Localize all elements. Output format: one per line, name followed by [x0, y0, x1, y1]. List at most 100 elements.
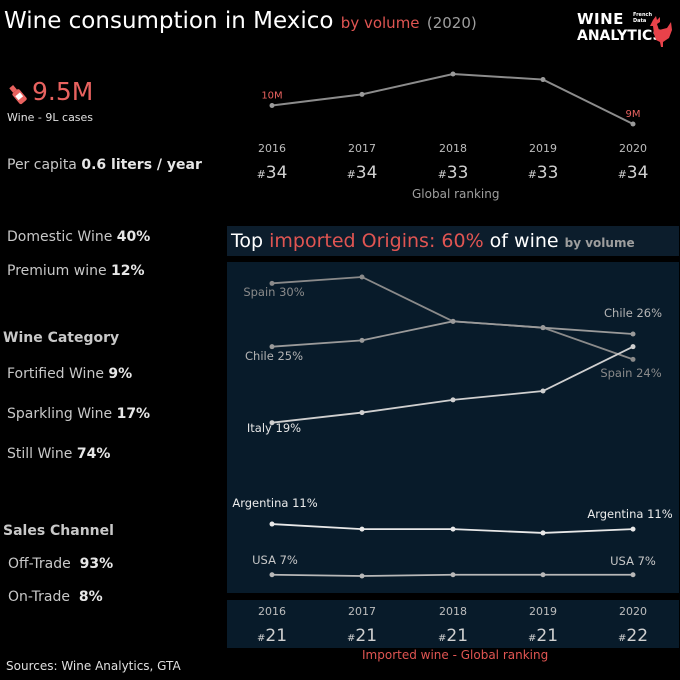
- title-subtitle-year: (2020): [426, 14, 477, 32]
- year-label-2016: 2016: [258, 142, 286, 155]
- imports-banner: [227, 226, 679, 256]
- series-point-usa-2018: [450, 572, 456, 578]
- series-point-usa-2016: [269, 572, 275, 578]
- global-rank-2019: #33: [528, 163, 559, 183]
- channel-off-trade: Off-Trade 93%: [8, 556, 114, 572]
- sources-note: Sources: Wine Analytics, GTA: [6, 659, 181, 673]
- global-rank-2018: #33: [438, 163, 469, 183]
- per-capita-stat: Per capita 0.6 liters / year: [7, 157, 202, 173]
- import-year-label-2017: 2017: [348, 605, 376, 618]
- series-start-label-italy: Italy 19%: [247, 421, 301, 435]
- premium-wine-stat: Premium wine 12%: [7, 263, 145, 279]
- wine-analytics-logo: WINE French Data ANALYTICS: [577, 10, 677, 50]
- series-end-label-chile: Chile 26%: [604, 306, 662, 320]
- series-line-spain: [271, 276, 634, 361]
- volume-point-2017: [359, 91, 365, 97]
- import-rank-2017: #21: [347, 626, 377, 646]
- series-point-spain-2020: [630, 356, 636, 362]
- series-end-label-spain: Spain 24%: [600, 366, 661, 380]
- consumption-volume-value: 9.5M: [32, 77, 94, 106]
- rooster-icon: [650, 16, 672, 47]
- import-year-label-2019: 2019: [529, 605, 557, 618]
- series-line-italy: [271, 345, 634, 424]
- series-point-argentina-2017: [359, 526, 365, 532]
- premium-wine-label: Premium wine: [7, 263, 107, 279]
- category-fortified: Fortified Wine 9%: [7, 366, 133, 382]
- title-main: Wine consumption in Mexico: [4, 8, 334, 34]
- year-label-2020: 2020: [619, 142, 647, 155]
- series-end-label-argentina: Argentina 11%: [587, 507, 672, 521]
- import-year-label-2018: 2018: [439, 605, 467, 618]
- series-point-italy-2019: [540, 388, 546, 394]
- series-point-argentina-2019: [540, 530, 546, 536]
- import-year-label-2016: 2016: [258, 605, 286, 618]
- volume-line: [271, 72, 634, 125]
- volume-point-2018: [450, 71, 456, 77]
- series-point-italy-2016: [269, 420, 275, 426]
- domestic-wine-stat: Domestic Wine 40%: [7, 229, 150, 245]
- global-ranking-label: Global ranking: [412, 187, 500, 201]
- series-point-italy-2017: [359, 410, 365, 416]
- imports-trend-chart: Spain 30% Spain 24% Chile 25% Chile 26% Ital…: [232, 274, 673, 579]
- domestic-wine-label: Domestic Wine: [7, 229, 113, 245]
- year-label-2018: 2018: [439, 142, 467, 155]
- consumption-volume-label: Wine - 9L cases: [7, 111, 94, 124]
- series-point-spain-2016: [269, 280, 275, 286]
- imports-chart-panel: [227, 262, 679, 593]
- series-point-argentina-2018: [450, 526, 456, 532]
- series-start-label-argentina: Argentina 11%: [232, 496, 317, 510]
- per-capita-value: 0.6 liters / year: [81, 157, 202, 173]
- series-point-italy-2018: [450, 397, 456, 403]
- global-rank-2017: #34: [347, 163, 378, 183]
- imported-ranking-label: Imported wine - Global ranking: [362, 648, 549, 662]
- series-point-argentina-2020: [630, 526, 636, 532]
- volume-trend-chart: 10M 9M 2016 #34 2017 #34 2018 #33 2019 #33 2020 #34: [257, 71, 649, 183]
- volume-start-label: 10M: [261, 90, 282, 101]
- series-start-label-chile: Chile 25%: [245, 349, 303, 363]
- import-rank-2020: #22: [618, 626, 648, 646]
- series-start-label-spain: Spain 30%: [243, 285, 304, 299]
- series-point-spain-2017: [359, 274, 365, 280]
- page-title: Wine consumption in Mexico by volume (20…: [4, 8, 477, 34]
- year-label-2017: 2017: [348, 142, 376, 155]
- series-point-chile-2020: [630, 331, 636, 337]
- category-sparkling: Sparkling Wine 17%: [7, 406, 151, 422]
- import-rank-2018: #21: [438, 626, 468, 646]
- import-rank-2019: #21: [528, 626, 558, 646]
- wine-bottle-icon: [9, 85, 27, 105]
- series-point-italy-2020: [630, 344, 636, 350]
- logo-tagline: French Data: [633, 12, 653, 24]
- volume-end-label: 9M: [626, 109, 641, 120]
- series-point-chile-2016: [269, 344, 275, 350]
- series-point-chile-2019: [540, 325, 546, 331]
- channel-on-trade: On-Trade 8%: [8, 589, 103, 605]
- global-rank-2020: #34: [618, 163, 649, 183]
- import-rank-2016: #21: [257, 626, 287, 646]
- import-ranking-panel: [227, 600, 679, 648]
- series-start-label-usa: USA 7%: [252, 553, 298, 567]
- series-point-usa-2017: [359, 573, 365, 579]
- series-point-chile-2017: [359, 337, 365, 343]
- category-still: Still Wine 74%: [7, 446, 111, 462]
- series-point-usa-2019: [540, 572, 546, 578]
- wine-category-title: Wine Category: [3, 330, 120, 346]
- series-end-label-usa: USA 7%: [610, 554, 656, 568]
- import-year-label-2020: 2020: [619, 605, 647, 618]
- series-line-chile: [271, 320, 634, 348]
- volume-point-2019: [540, 77, 546, 83]
- title-subtitle-volume: by volume: [340, 14, 420, 32]
- volume-point-2016: [269, 102, 275, 108]
- imports-title: Top imported Origins: 60% of wine by vol…: [231, 230, 635, 252]
- series-point-argentina-2016: [269, 521, 275, 527]
- global-rank-2016: #34: [257, 163, 288, 183]
- import-ranking-row: 2016 #21 2017 #21 2018 #21 2019 #21 2020 #22: [257, 605, 648, 646]
- logo-line-2: ANALYTICS: [577, 28, 663, 44]
- per-capita-label: Per capita: [7, 157, 77, 173]
- domestic-wine-value: 40%: [116, 229, 151, 245]
- logo-line-1: WINE: [577, 10, 624, 28]
- series-point-usa-2020: [630, 572, 636, 578]
- volume-point-2020: [630, 121, 636, 127]
- sales-channel-title: Sales Channel: [3, 523, 114, 539]
- premium-wine-value: 12%: [111, 263, 145, 279]
- series-point-chile-2018: [450, 318, 456, 324]
